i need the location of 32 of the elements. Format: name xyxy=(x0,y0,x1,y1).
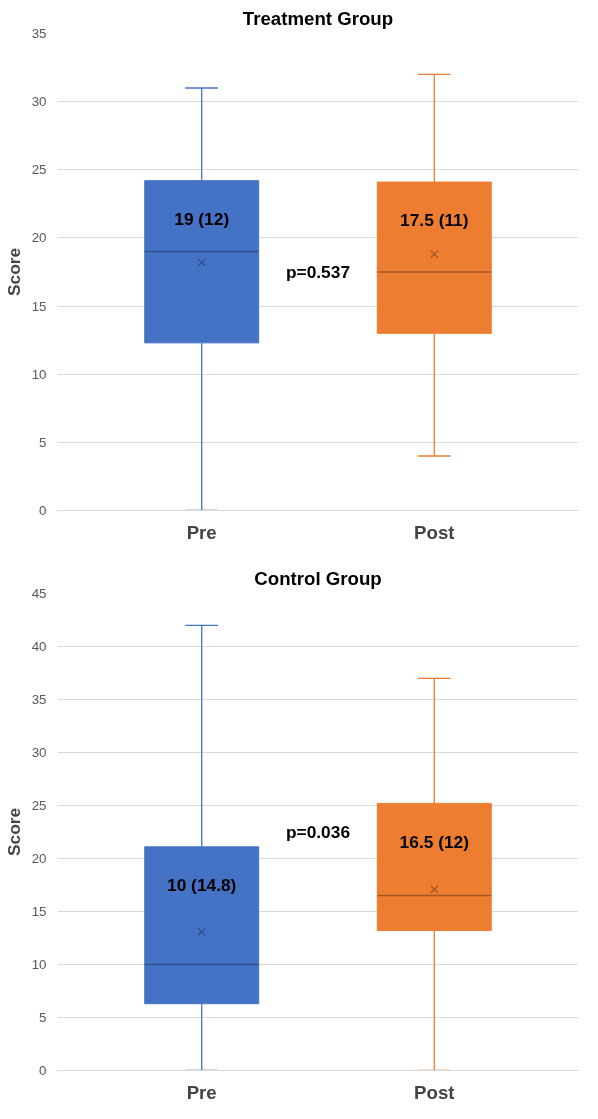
y-tick-label: 0 xyxy=(39,1063,47,1078)
y-tick-label: 20 xyxy=(31,851,47,866)
annotation: 19 (12) xyxy=(174,208,230,229)
y-tick-label: 0 xyxy=(39,503,47,518)
chart-title: Treatment Group xyxy=(242,7,394,29)
y-tick-label: 30 xyxy=(31,745,47,760)
annotation: 10 (14.8) xyxy=(167,875,237,895)
y-tick-label: 15 xyxy=(31,298,47,314)
annotation: p=0.036 xyxy=(285,822,351,842)
y-tick-label: 35 xyxy=(31,692,47,707)
chart-title: Control Group xyxy=(254,567,382,589)
x-tick-label: Post xyxy=(414,1081,455,1103)
y-tick-label: 10 xyxy=(31,957,47,972)
y-tick-label: 30 xyxy=(31,94,47,110)
y-tick-label: 25 xyxy=(31,798,47,813)
y-tick-label: 20 xyxy=(31,230,47,246)
annotation: 16.5 (12) xyxy=(399,831,469,852)
y-tick-label: 5 xyxy=(39,1010,47,1025)
y-tick-label: 35 xyxy=(31,26,47,41)
y-tick-label: 40 xyxy=(31,639,47,654)
y-tick-label: 5 xyxy=(39,434,47,450)
x-tick-label: Pre xyxy=(186,521,217,543)
y-tick-label: 25 xyxy=(31,162,47,178)
y-axis-title: Score xyxy=(3,807,24,857)
y-tick-label: 15 xyxy=(31,904,47,919)
y-tick-label: 10 xyxy=(31,366,47,382)
annotation: 17.5 (11) xyxy=(400,210,469,231)
y-tick-label: 45 xyxy=(31,586,47,601)
x-tick-label: Pre xyxy=(186,1081,217,1103)
y-axis-title: Score xyxy=(3,247,24,297)
x-tick-label: Post xyxy=(414,521,455,543)
annotation: p=0.537 xyxy=(285,262,351,282)
